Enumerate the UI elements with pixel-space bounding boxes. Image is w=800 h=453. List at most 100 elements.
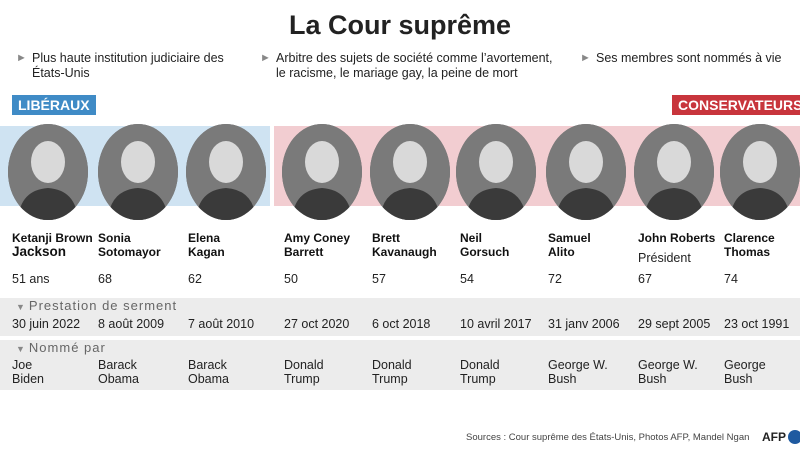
nominated-line-2: Trump — [284, 372, 320, 386]
conservatives-label: CONSERVATEURS — [672, 95, 800, 115]
name-line-1: Ketanji Brown — [12, 231, 93, 245]
nominated-line-2: Trump — [460, 372, 496, 386]
name-line-1: Clarence — [724, 231, 775, 245]
nominated-by: Barack Obama — [98, 358, 139, 386]
fact-3: ► Ses membres sont nommés à vie — [580, 51, 796, 66]
name-line-2: Thomas — [724, 245, 771, 259]
nominated-line-2: Trump — [372, 372, 408, 386]
person-icon — [456, 124, 536, 220]
justice-age: 72 — [548, 272, 562, 286]
oath-heading-text: Prestation de serment — [28, 298, 178, 313]
name-line-2: Gorsuch — [460, 245, 510, 259]
person-icon — [98, 124, 178, 220]
facts: ► Plus haute institution judiciaire des … — [0, 51, 800, 91]
nominated-line-2: Biden — [12, 372, 44, 386]
nominated-by: Donald Trump — [372, 358, 412, 386]
justice-name: Brett Kavanaugh — [372, 231, 462, 259]
person-icon — [546, 124, 626, 220]
justice-name: Sonia Sotomayor — [98, 231, 188, 259]
portrait-7 — [634, 124, 714, 220]
nominated-by: George W. Bush — [638, 358, 698, 386]
nominated-by: Barack Obama — [188, 358, 229, 386]
nominated-heading: ▼ Nommé par — [16, 340, 106, 355]
justice-name: Neil Gorsuch — [460, 231, 550, 259]
nominated-heading-text: Nommé par — [28, 340, 106, 355]
oath-date: 10 avril 2017 — [460, 317, 532, 331]
nominated-line-2: Obama — [98, 372, 139, 386]
fact-3-text: Ses membres sont nommés à vie — [596, 51, 782, 65]
justice-name: Clarence Thomas — [724, 231, 800, 259]
nominated-by: George Bush — [724, 358, 766, 386]
nominated-line-1: George — [724, 358, 766, 372]
portrait-4 — [370, 124, 450, 220]
justice-age: 62 — [188, 272, 202, 286]
liberals-label: LIBÉRAUX — [12, 95, 96, 115]
person-icon — [282, 124, 362, 220]
nominated-line-1: Joe — [12, 358, 33, 372]
justice-age: 74 — [724, 272, 738, 286]
oath-date: 31 janv 2006 — [548, 317, 620, 331]
nominated-by: Donald Trump — [284, 358, 324, 386]
oath-heading: ▼ Prestation de serment — [16, 298, 177, 313]
name-line-2: Kavanaugh — [372, 245, 437, 259]
name-line-2: Kagan — [188, 245, 225, 259]
nominated-row — [0, 340, 800, 390]
justice-age: 51 ans — [12, 272, 50, 286]
nominated-line-1: George W. — [638, 358, 698, 372]
person-icon — [370, 124, 450, 220]
nominated-line-1: Donald — [460, 358, 500, 372]
fact-1: ► Plus haute institution judiciaire des … — [16, 51, 252, 81]
oath-row — [0, 298, 800, 336]
justice-name: Elena Kagan — [188, 231, 278, 259]
arrow-icon: ► — [580, 52, 591, 64]
justice-age: 54 — [460, 272, 474, 286]
nominated-by: Joe Biden — [12, 358, 44, 386]
fact-2-text: Arbitre des sujets de société comme l’av… — [276, 51, 553, 80]
nominated-line-1: Donald — [372, 358, 412, 372]
portrait-3 — [282, 124, 362, 220]
name-line-1: Sonia — [98, 231, 131, 245]
name-line-2: Alito — [548, 245, 575, 259]
person-icon — [8, 124, 88, 220]
justice-name: Ketanji Brown Jackson — [12, 231, 102, 259]
afp-logo-mark — [788, 430, 800, 444]
justice-age: 57 — [372, 272, 386, 286]
justice-age: 50 — [284, 272, 298, 286]
afp-logo: AFP — [762, 430, 786, 444]
oath-date: 30 juin 2022 — [12, 317, 81, 331]
oath-date: 6 oct 2018 — [372, 317, 431, 331]
nominated-line-2: Bush — [638, 372, 667, 386]
oath-date: 29 sept 2005 — [638, 317, 711, 331]
nominated-line-1: Barack — [98, 358, 137, 372]
justice-age: 67 — [638, 272, 652, 286]
portrait-8 — [720, 124, 800, 220]
fact-2: ► Arbitre des sujets de société comme l’… — [260, 51, 556, 81]
sources: Sources : Cour suprême des États-Unis, P… — [466, 432, 750, 443]
name-line-1: Brett — [372, 231, 401, 245]
nominated-line-2: Bush — [548, 372, 577, 386]
justice-age: 68 — [98, 272, 112, 286]
portrait-6 — [546, 124, 626, 220]
nominated-line-2: Obama — [188, 372, 229, 386]
person-icon — [634, 124, 714, 220]
portrait-5 — [456, 124, 536, 220]
page-title: La Cour suprême — [288, 10, 512, 40]
nominated-line-1: Donald — [284, 358, 324, 372]
fact-1-text: Plus haute institution judiciaire des Ét… — [32, 51, 224, 80]
justice-role: Président — [638, 251, 691, 265]
oath-date: 8 août 2009 — [98, 317, 165, 331]
justice-name: Amy Coney Barrett — [284, 231, 374, 259]
nominated-by: George W. Bush — [548, 358, 608, 386]
name-line-1: Elena — [188, 231, 221, 245]
name-line-2: Barrett — [284, 245, 324, 259]
name-line-1: Amy Coney — [284, 231, 351, 245]
nominated-line-1: George W. — [548, 358, 608, 372]
nominated-line-1: Barack — [188, 358, 227, 372]
name-line-2: Sotomayor — [98, 245, 161, 259]
name-line-1: Samuel — [548, 231, 591, 245]
nominated-line-2: Bush — [724, 372, 753, 386]
name-line-1: John Roberts — [638, 231, 716, 245]
triangle-down-icon: ▼ — [16, 344, 26, 354]
oath-date: 7 août 2010 — [188, 317, 255, 331]
nominated-by: Donald Trump — [460, 358, 500, 386]
